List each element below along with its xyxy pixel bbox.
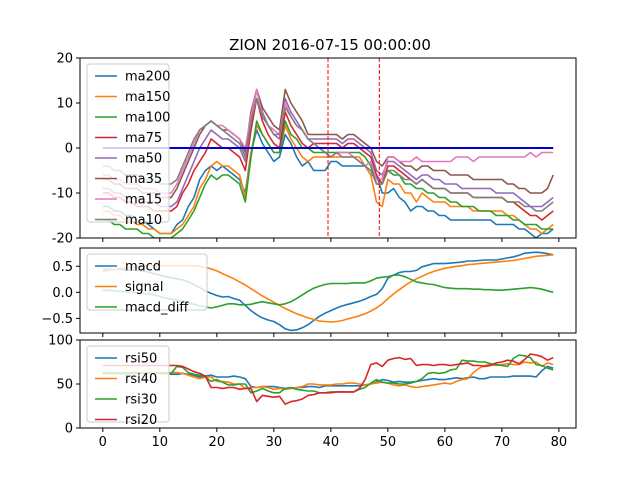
legend-label: rsi20 — [125, 413, 157, 428]
legend-label: rsi30 — [125, 393, 157, 408]
rsi40-line — [102, 361, 554, 391]
x-tick-label: 10 — [152, 435, 169, 450]
legend-label: rsi40 — [125, 372, 157, 387]
ma35-line — [102, 88, 554, 199]
plot-area — [102, 58, 554, 238]
y-tick-label: 50 — [56, 378, 73, 393]
plot-area — [102, 353, 554, 406]
x-tick-label: 0 — [99, 435, 107, 450]
legend-label: ma50 — [125, 152, 162, 167]
x-tick-label: 50 — [380, 435, 397, 450]
rsi20-line — [102, 353, 554, 406]
x-tick-label: 70 — [494, 435, 511, 450]
y-tick-label: 0.5 — [52, 260, 73, 275]
axes-frame — [79, 247, 577, 334]
legend-label: ma35 — [125, 172, 162, 187]
legend-label: rsi50 — [125, 352, 157, 367]
legend: rsi50 rsi40 rsi30 rsi20 — [86, 345, 170, 428]
y-tick-label: 0 — [65, 142, 73, 157]
legend-label: ma150 — [125, 90, 170, 105]
x-axis: 0 10 20 30 40 50 60 70 80 — [99, 435, 568, 450]
y-tick-label: -10 — [52, 187, 73, 202]
y-tick-label: 100 — [48, 334, 73, 349]
legend-label: signal — [125, 280, 163, 295]
y-tick-label: 0.0 — [52, 286, 73, 301]
axes-frame — [79, 57, 577, 239]
x-tick-label: 60 — [437, 435, 454, 450]
y-tick-label: 20 — [56, 52, 73, 67]
legend-box — [86, 63, 170, 223]
legend-label: macd_diff — [125, 301, 189, 316]
legend-label: ma15 — [125, 193, 162, 208]
x-tick-label: 80 — [551, 435, 568, 450]
y-tick-label: 0 — [65, 422, 73, 437]
legend: ma200 ma150 ma100 ma75 ma50 ma35 ma15 ma10 — [86, 63, 170, 228]
ma100-line — [102, 120, 554, 238]
legend-box — [86, 345, 170, 423]
legend-label: macd — [125, 260, 161, 275]
chart-title: ZION 2016-07-15 00:00:00 — [229, 36, 431, 54]
axes-frame — [79, 339, 577, 429]
legend-label: ma75 — [125, 131, 162, 146]
x-tick-label: 40 — [323, 435, 340, 450]
macd-panel: −0.5 0.0 0.5 macd signal macd_diff — [41, 247, 577, 337]
legend: macd signal macd_diff — [86, 253, 208, 316]
legend-label: ma200 — [125, 70, 170, 85]
x-tick-label: 30 — [266, 435, 283, 450]
rsi-panel: 0 50 100 rsi50 rsi40 rsi30 rsi20 — [48, 334, 577, 437]
legend-label: ma10 — [125, 213, 162, 228]
y-tick-label: -20 — [52, 232, 73, 247]
x-tick-label: 20 — [209, 435, 226, 450]
moving-averages-panel: -20-1001020ma200ma150ma100ma75ma50ma35ma… — [52, 52, 577, 247]
rsi50-line — [102, 365, 554, 390]
y-tick-label: 10 — [56, 97, 73, 112]
legend-label: ma100 — [125, 111, 170, 126]
y-tick-label: −0.5 — [41, 312, 73, 327]
legend-box — [86, 253, 208, 311]
